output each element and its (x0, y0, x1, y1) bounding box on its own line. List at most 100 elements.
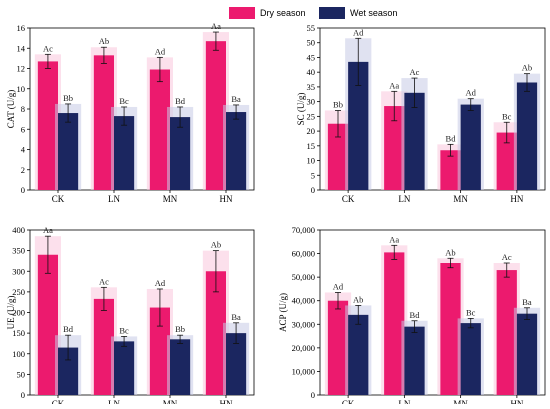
ue-category-label: MN (163, 399, 178, 404)
cat-ytick-label: 14 (17, 43, 26, 53)
ue-significance-label: Bc (119, 325, 129, 335)
acp-plot-frame (319, 229, 546, 396)
acp-bar-wet (460, 323, 481, 395)
sc-category-label: MN (453, 194, 468, 204)
cat-panel: 0 2 4 6 8 10 12 14 16 CAT (U/g) CK Ac Bb LN Ab Bc MN Ad Bd… (6, 21, 255, 204)
cat-bar-dry (149, 69, 170, 190)
sc-category-label: LN (398, 194, 410, 204)
ue-significance-label: Ba (231, 312, 241, 322)
cat-ytick-label: 0 (21, 185, 25, 195)
cat-category-label: LN (108, 194, 120, 204)
acp-significance-label: Ab (445, 247, 455, 257)
acp-ytick-label: 20,000 (292, 343, 315, 353)
ue-panel: 0 50 100 150 200 250 300 350 400 UE (U/g) CK Aa Bd LN… (6, 225, 255, 409)
ue-bar-dry (149, 307, 170, 395)
cat-significance-label: Ab (99, 36, 109, 46)
ue-ylabel: UE (U/g) (6, 296, 16, 330)
ue-ytick-label: 0 (21, 390, 25, 400)
ue-category-label: HN (220, 399, 233, 404)
acp-ylabel: ACP (U/g) (278, 293, 288, 332)
acp-panel: 0 10,000 20,000 30,000 40,000 50,000 60,000 70,… (278, 225, 546, 409)
acp-significance-label: Ad (333, 281, 344, 291)
sc-ytick-label: 25 (307, 111, 316, 121)
ue-significance-label: Ac (99, 276, 109, 286)
ue-bar-wet (114, 341, 135, 395)
sc-category-label: HN (510, 194, 523, 204)
sc-ytick-label: 50 (307, 38, 316, 48)
chart-panels: 0 2 4 6 8 10 12 14 16 CAT (U/g) CK Ac Bb LN Ab Bc MN Ad Bd… (6, 21, 546, 409)
sc-ylabel: SC (U/g) (296, 93, 306, 126)
ue-significance-label: Ad (155, 278, 166, 288)
sc-plot-frame (319, 27, 546, 191)
ue-category-label: CK (52, 399, 65, 404)
sc-ytick-label: 45 (307, 52, 316, 62)
sc-significance-label: Bd (446, 133, 457, 143)
sc-bar-wet (460, 104, 481, 190)
cat-significance-label: Bb (63, 93, 73, 103)
acp-bar-dry (440, 263, 461, 395)
legend: Dry season Wet season (229, 7, 397, 19)
acp-significance-label: Ac (502, 252, 512, 262)
acp-category-label: HN (510, 399, 523, 404)
cat-significance-label: Bd (175, 96, 186, 106)
sc-ytick-label: 0 (311, 185, 315, 195)
acp-ytick-label: 60,000 (292, 249, 315, 259)
cat-bar-wet (114, 116, 135, 190)
sc-ytick-label: 55 (307, 23, 316, 33)
cat-ytick-label: 4 (21, 145, 26, 155)
sc-bar-wet (516, 82, 538, 190)
legend-label-dry: Dry season (260, 8, 306, 18)
acp-significance-label: Ba (522, 297, 532, 307)
ue-ytick-label: 200 (12, 308, 25, 318)
sc-bar-dry (327, 123, 349, 190)
ue-ytick-label: 50 (17, 369, 26, 379)
acp-ytick-label: 40,000 (292, 296, 315, 306)
sc-ytick-label: 30 (307, 97, 316, 107)
ue-ytick-label: 100 (12, 349, 25, 359)
cat-bar-wet (170, 117, 191, 190)
ue-bar-dry (205, 271, 226, 395)
acp-bar-wet (348, 314, 369, 395)
cat-significance-label: Ac (43, 43, 53, 53)
cat-significance-label: Aa (211, 21, 221, 31)
sc-category-label: CK (342, 194, 355, 204)
ue-significance-label: Bb (175, 324, 185, 334)
cat-category-label: HN (220, 194, 233, 204)
acp-ytick-label: 10,000 (292, 366, 315, 376)
acp-bar-dry (327, 300, 349, 395)
cat-ytick-label: 10 (17, 84, 26, 94)
sc-bar-dry (496, 132, 517, 190)
acp-category-label: LN (398, 399, 410, 404)
cat-bar-dry (37, 61, 58, 190)
ue-significance-label: Bd (63, 324, 74, 334)
acp-bar-dry (384, 252, 405, 395)
cat-significance-label: Ad (155, 46, 166, 56)
acp-ytick-label: 30,000 (292, 319, 315, 329)
sc-ytick-label: 40 (307, 67, 316, 77)
ue-bar-dry (37, 254, 58, 395)
sc-ytick-label: 20 (307, 126, 316, 136)
ue-bar-wet (58, 347, 79, 395)
acp-bar-wet (516, 313, 538, 395)
acp-significance-label: Ab (353, 294, 363, 304)
ue-significance-label: Aa (43, 225, 53, 235)
sc-significance-label: Ad (466, 88, 477, 98)
ue-ytick-label: 150 (12, 328, 25, 338)
cat-significance-label: Ba (231, 94, 241, 104)
legend-swatch-dry (229, 7, 255, 19)
sc-bar-wet (404, 92, 425, 190)
ue-ytick-label: 400 (12, 225, 25, 235)
cat-bar-dry (205, 41, 226, 190)
ue-ytick-label: 250 (12, 287, 25, 297)
cat-ytick-label: 2 (21, 165, 25, 175)
ue-bar-dry (93, 298, 114, 395)
sc-significance-label: Bb (333, 99, 343, 109)
acp-category-label: MN (453, 399, 468, 404)
sc-ytick-label: 15 (307, 141, 316, 151)
sc-significance-label: Ab (522, 63, 532, 73)
legend-swatch-wet (319, 7, 345, 19)
sc-significance-label: Aa (389, 80, 399, 90)
ue-ytick-label: 350 (12, 246, 25, 256)
acp-category-label: CK (342, 399, 355, 404)
